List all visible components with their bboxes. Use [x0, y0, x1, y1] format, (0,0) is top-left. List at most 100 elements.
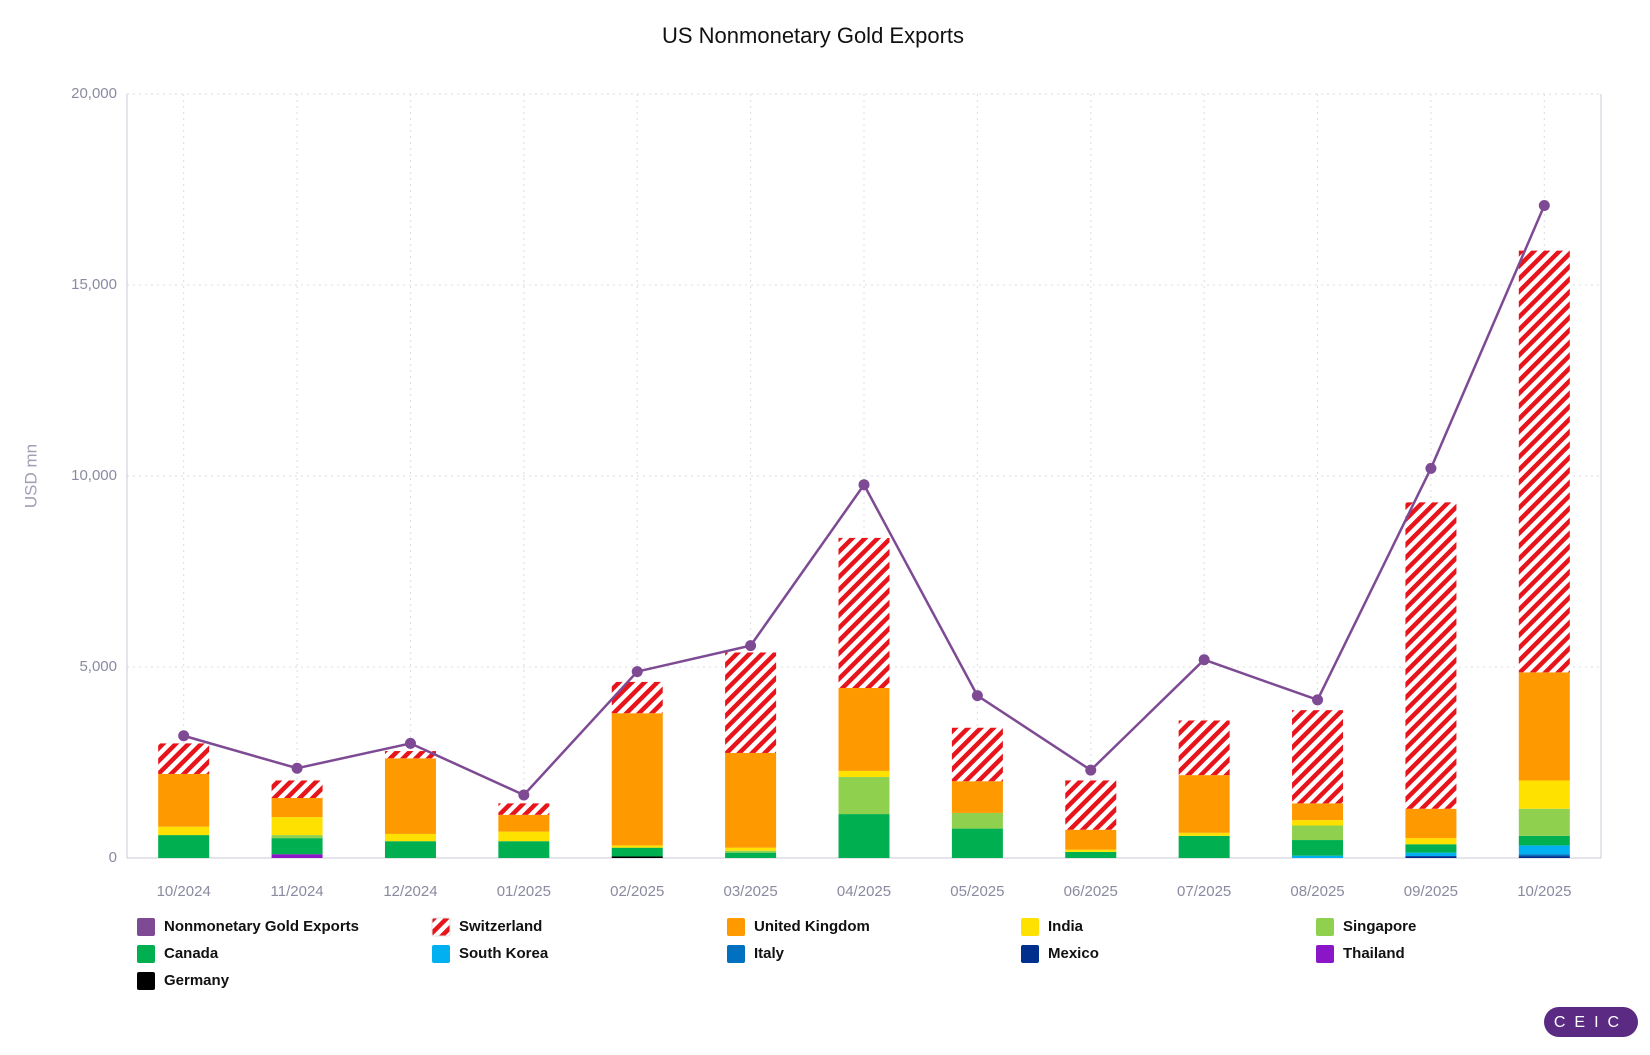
bar-segment — [271, 817, 323, 836]
bar-segment — [158, 826, 210, 836]
bar-segment — [1518, 250, 1570, 673]
line-point — [631, 666, 643, 678]
bar-segment — [271, 835, 323, 839]
line-point — [1198, 654, 1210, 666]
x-tick-label: 06/2025 — [1064, 883, 1118, 900]
watermark-badge — [1544, 1007, 1638, 1037]
bar-segment — [1065, 780, 1117, 830]
bar-segment — [611, 845, 663, 848]
legend-swatch — [137, 972, 155, 990]
bar-segment — [271, 798, 323, 818]
bar-segment — [498, 803, 550, 815]
legend-label: Italy — [754, 945, 785, 962]
bar-segment — [384, 758, 436, 834]
bar-segment — [1405, 852, 1457, 857]
x-tick-label: 11/2024 — [271, 883, 324, 900]
y-tick-label: 5,000 — [79, 658, 117, 675]
legend-label: Singapore — [1343, 918, 1416, 935]
legend-swatch — [432, 945, 450, 963]
bar-segment — [1178, 832, 1230, 836]
legend-label: Thailand — [1343, 945, 1405, 962]
line-point — [971, 690, 983, 702]
x-tick-label: 10/2025 — [1517, 883, 1571, 900]
line-point — [858, 479, 870, 491]
bar-segment — [1178, 775, 1230, 833]
legend-label: South Korea — [459, 945, 549, 962]
line-point — [518, 789, 530, 801]
watermark-text: CEIC — [1554, 1014, 1628, 1031]
bar-segment — [611, 856, 663, 858]
bar-segment — [951, 727, 1003, 782]
y-tick-label: 10,000 — [71, 467, 117, 484]
x-tick-label: 02/2025 — [610, 883, 664, 900]
bar-segment — [1405, 808, 1457, 839]
legend-swatch — [431, 917, 451, 937]
bar-segment — [725, 652, 777, 753]
bar-segment — [498, 841, 550, 858]
bar-segment — [271, 780, 323, 799]
bar-segment — [1518, 808, 1570, 836]
bar-segment — [1518, 672, 1570, 781]
bar-segment — [611, 681, 663, 714]
legend-swatch — [1316, 945, 1334, 963]
bar-segment — [611, 713, 663, 846]
bar-segment — [1178, 720, 1230, 776]
legend-swatch — [137, 945, 155, 963]
x-tick-label: 05/2025 — [950, 883, 1004, 900]
line-point — [1425, 462, 1437, 474]
bar-segment — [725, 850, 777, 853]
legend-swatch — [1021, 918, 1039, 936]
bar-segment — [1405, 844, 1457, 853]
bar-segment — [1405, 856, 1457, 858]
watermark: CEIC — [1544, 1007, 1638, 1037]
bar-segment — [838, 537, 890, 689]
bar-segment — [1518, 856, 1570, 858]
x-tick-label: 10/2024 — [157, 883, 211, 900]
x-tick-label: 03/2025 — [723, 883, 777, 900]
y-tick-label: 15,000 — [71, 276, 117, 293]
x-tick-label: 07/2025 — [1177, 883, 1231, 900]
bar-segment — [271, 854, 323, 858]
bar-segment — [1405, 502, 1457, 809]
x-tick-label: 01/2025 — [497, 883, 551, 900]
bar-segment — [838, 814, 890, 858]
line-point — [1538, 200, 1550, 212]
bar-segment — [1292, 710, 1344, 804]
x-tick-label: 09/2025 — [1404, 883, 1458, 900]
bar-segment — [384, 841, 436, 858]
bar-segment — [838, 770, 890, 778]
bar-segment — [271, 838, 323, 855]
line-point — [178, 730, 190, 742]
bar-segment — [1518, 854, 1570, 857]
legend-swatch — [137, 918, 155, 936]
x-tick-label: 04/2025 — [837, 883, 891, 900]
x-tick-label: 08/2025 — [1290, 883, 1344, 900]
bar-segment — [611, 847, 663, 857]
x-tick-label: 12/2024 — [383, 883, 437, 900]
bar-segment — [158, 773, 210, 827]
bar-segment — [1518, 845, 1570, 855]
legend-label: Switzerland — [459, 918, 542, 935]
y-axis-label: USD mn — [21, 444, 40, 508]
bar-segment — [1065, 851, 1117, 858]
bar-segment — [1292, 803, 1344, 821]
legend-label: Germany — [164, 972, 230, 989]
bar-segment — [384, 833, 436, 842]
bar-segment — [951, 781, 1003, 813]
bar-segment — [498, 831, 550, 842]
line-point — [1085, 764, 1097, 776]
legend-label: India — [1048, 918, 1084, 935]
bar-segment — [1292, 820, 1344, 826]
bar-segment — [1292, 825, 1344, 841]
bar-segment — [725, 752, 777, 848]
legend-swatch — [1316, 918, 1334, 936]
bar-segment — [1405, 838, 1457, 845]
legend-label: Mexico — [1048, 945, 1099, 962]
bar-segment — [1518, 780, 1570, 809]
bar-segment — [725, 852, 777, 858]
bar-segment — [951, 828, 1003, 858]
line-point — [745, 640, 757, 652]
bar-segment — [1292, 840, 1344, 856]
